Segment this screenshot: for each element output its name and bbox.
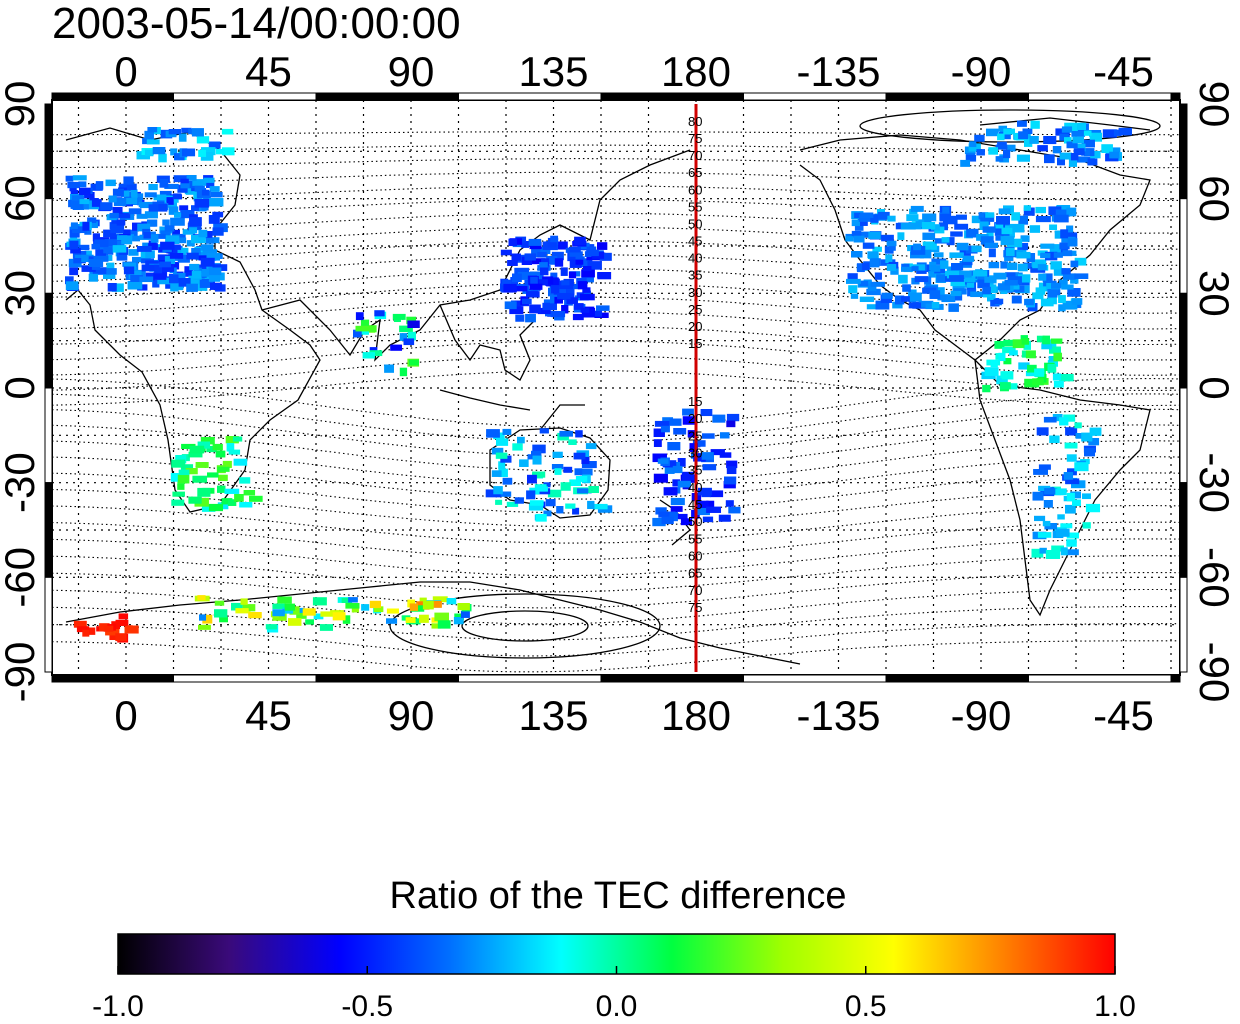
- bottom-lon-tick-label: 180: [661, 692, 731, 739]
- contour-label-north: 60: [688, 182, 702, 197]
- right-lat-tick-label: -90: [1191, 642, 1238, 703]
- bottom-lon-tick-label: 45: [245, 692, 292, 739]
- timestamp-title: 2003-05-14/00:00:00: [52, 0, 461, 48]
- colorbar-title: Ratio of the TEC difference: [390, 875, 847, 917]
- left-lat-tick-label: 0: [0, 376, 43, 399]
- left-lat-tick-label: -60: [0, 547, 43, 608]
- contour-label-north: 35: [688, 268, 702, 283]
- right-latitude-ticks: 90 60 30 0 -30 -60 -90: [1191, 81, 1238, 703]
- contour-label-south: 60: [688, 549, 702, 564]
- contour-label-north: 65: [688, 165, 702, 180]
- map-frame: [44, 92, 1188, 683]
- top-lon-tick-label: 45: [245, 48, 292, 95]
- right-lat-tick-label: 30: [1191, 270, 1238, 317]
- contour-label-north: 55: [688, 199, 702, 214]
- right-lat-tick-label: 90: [1191, 81, 1238, 128]
- contour-label-north: 75: [688, 131, 702, 146]
- contour-labels: 80 75 70 65 60 55 50 45 40 35 30 25 20 15 15 20 25 30 35 40…: [688, 114, 702, 615]
- top-longitude-ticks: 0 45 90 135 180 -135 -90 -45: [114, 48, 1154, 95]
- left-lat-tick-label: 60: [0, 175, 43, 222]
- contour-label-north: 45: [688, 234, 702, 249]
- right-lat-tick-label: 0: [1191, 376, 1238, 399]
- top-lon-tick-label: 90: [388, 48, 435, 95]
- contour-label-north: 80: [688, 114, 702, 129]
- contour-label-north: 25: [688, 302, 702, 317]
- colorbar-tick-label: 1.0: [1094, 990, 1136, 1023]
- contour-label-south: 35: [688, 463, 702, 478]
- map-panel: [51, 99, 1181, 676]
- contour-label-south: 30: [688, 446, 702, 461]
- top-lon-tick-label: 135: [518, 48, 588, 95]
- contour-label-south: 20: [688, 411, 702, 426]
- top-lon-tick-label: -45: [1093, 48, 1154, 95]
- left-lat-tick-label: -90: [0, 642, 43, 703]
- contour-label-north: 20: [688, 319, 702, 334]
- bottom-lon-tick-label: 135: [518, 692, 588, 739]
- contour-label-south: 65: [688, 566, 702, 581]
- colorbar-ticks: -1.0 -0.5 0.0 0.5 1.0: [92, 966, 1136, 1023]
- bottom-lon-tick-label: -135: [796, 692, 880, 739]
- contour-label-south: 25: [688, 428, 702, 443]
- bottom-longitude-ticks: 0 45 90 135 180 -135 -90 -45: [114, 692, 1154, 739]
- contour-label-south: 15: [688, 394, 702, 409]
- top-lon-tick-label: 0: [114, 48, 137, 95]
- contour-label-north: 70: [688, 148, 702, 163]
- top-lon-tick-label: -90: [951, 48, 1012, 95]
- left-lat-tick-label: 90: [0, 81, 43, 128]
- bottom-lon-tick-label: 90: [388, 692, 435, 739]
- contour-label-north: 15: [688, 336, 702, 351]
- contour-label-north: 40: [688, 251, 702, 266]
- top-lon-tick-label: 180: [661, 48, 731, 95]
- top-lon-tick-label: -135: [796, 48, 880, 95]
- colorbar-tick-label: 0.5: [845, 990, 887, 1023]
- contour-label-north: 30: [688, 285, 702, 300]
- bottom-lon-tick-label: -45: [1093, 692, 1154, 739]
- contour-label-south: 70: [688, 583, 702, 598]
- colorbar-tick-label: -0.5: [341, 990, 393, 1023]
- bottom-lon-tick-label: -90: [951, 692, 1012, 739]
- bottom-lon-tick-label: 0: [114, 692, 137, 739]
- contour-label-south: 50: [688, 514, 702, 529]
- colorbar-tick-label: -1.0: [92, 990, 144, 1023]
- tec-data-patches: [65, 120, 1132, 643]
- colorbar-tick-label: 0.0: [596, 990, 638, 1023]
- right-lat-tick-label: -30: [1191, 452, 1238, 513]
- contour-label-south: 45: [688, 497, 702, 512]
- contour-label-north: 50: [688, 216, 702, 231]
- right-lat-tick-label: 60: [1191, 175, 1238, 222]
- left-latitude-ticks: 90 60 30 0 -30 -60 -90: [0, 81, 43, 703]
- right-lat-tick-label: -60: [1191, 547, 1238, 608]
- contour-label-south: 75: [688, 600, 702, 615]
- contour-label-south: 55: [688, 531, 702, 546]
- left-lat-tick-label: 30: [0, 270, 43, 317]
- coastlines: [65, 117, 1151, 665]
- contour-label-south: 40: [688, 480, 702, 495]
- polar-ovals: [389, 109, 1161, 659]
- left-lat-tick-label: -30: [0, 452, 43, 513]
